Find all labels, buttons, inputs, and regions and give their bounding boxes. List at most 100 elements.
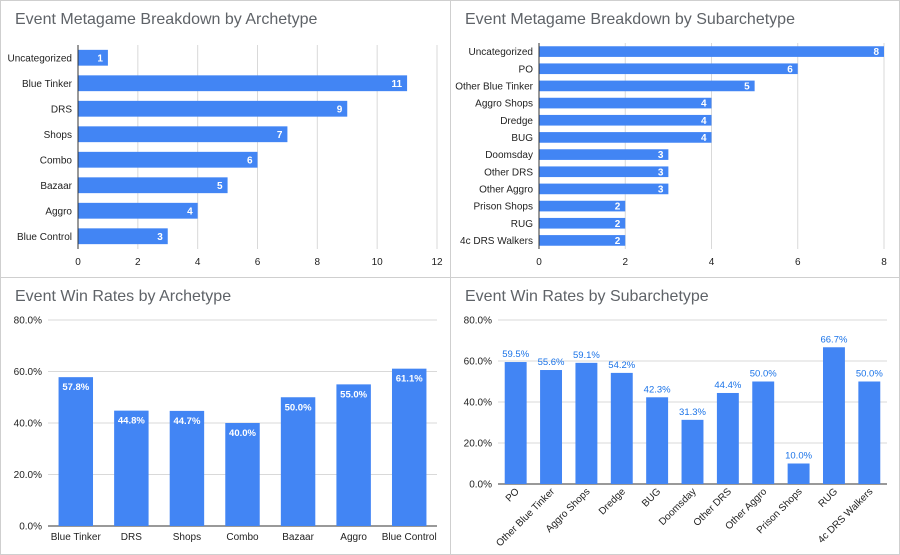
- y-tick-label: Aggro Shops: [475, 99, 533, 110]
- data-label: 57.8%: [62, 382, 89, 393]
- data-label: 3: [658, 184, 664, 195]
- data-label: 5: [744, 81, 750, 92]
- data-label: 42.3%: [644, 384, 671, 395]
- chart-subarchetype-breakdown: 0 2 4 6 8 Uncategorized 8 PO 6 Other Blue Tinker 5…: [455, 43, 887, 268]
- x-tick-label: Blue Control: [382, 532, 437, 543]
- bar: [78, 202, 198, 219]
- data-label: 59.1%: [573, 350, 600, 361]
- y-tick-label: 40.0%: [14, 419, 42, 430]
- y-tick-label: Other DRS: [484, 167, 533, 178]
- y-tick-label: 60.0%: [14, 367, 42, 378]
- data-label: 50.0%: [856, 369, 883, 380]
- bar: [539, 200, 626, 212]
- y-tick-label: Bazaar: [40, 181, 72, 192]
- chart-title: Event Metagame Breakdown by Subarchetype: [465, 11, 795, 28]
- bar: [716, 392, 739, 484]
- chart-title: Event Metagame Breakdown by Archetype: [15, 11, 318, 28]
- y-tick-label: 80.0%: [14, 316, 42, 327]
- y-tick-label: Uncategorized: [8, 53, 72, 64]
- x-tick-label: 12: [431, 257, 443, 268]
- bar: [169, 410, 205, 526]
- data-label: 9: [337, 104, 343, 115]
- data-label: 61.1%: [396, 374, 423, 385]
- data-label: 66.7%: [820, 334, 847, 345]
- data-label: 44.8%: [118, 416, 145, 427]
- y-tick-label: 20.0%: [464, 439, 492, 450]
- y-tick-label: 20.0%: [14, 470, 42, 481]
- bar: [539, 132, 712, 143]
- y-tick-label: Shops: [44, 130, 72, 141]
- data-label: 11: [392, 79, 403, 90]
- data-label: 2: [615, 202, 621, 213]
- data-label: 2: [615, 236, 621, 247]
- bar: [681, 419, 704, 484]
- bar: [752, 381, 775, 484]
- y-tick-label: DRS: [51, 104, 72, 115]
- data-label: 50.0%: [750, 369, 777, 380]
- bar: [78, 126, 288, 143]
- y-tick-label: PO: [519, 64, 534, 75]
- x-tick-label: PO: [504, 486, 522, 504]
- x-tick-label: RUG: [817, 486, 841, 510]
- bar: [575, 362, 598, 484]
- bar: [539, 46, 884, 57]
- bar: [539, 235, 626, 246]
- bar: [539, 97, 712, 109]
- data-label: 55.6%: [538, 357, 565, 368]
- data-label: 55.0%: [340, 389, 367, 400]
- data-label: 40.0%: [229, 428, 256, 439]
- y-tick-label: Blue Tinker: [22, 79, 73, 90]
- chart-title: Event Win Rates by Archetype: [15, 288, 232, 305]
- chart-subarchetype-winrates: 0.0%20.0%40.0%60.0%80.0%59.5%PO55.6%Othe…: [464, 316, 887, 549]
- bar: [78, 75, 408, 92]
- bar: [540, 370, 563, 484]
- chart-panel-subarchetype-breakdown: Event Metagame Breakdown by Subarchetype…: [450, 0, 900, 278]
- data-label: 1: [97, 53, 103, 64]
- data-label: 3: [658, 150, 664, 161]
- y-tick-label: 60.0%: [464, 357, 492, 368]
- x-tick-label: 0: [536, 257, 542, 268]
- bar: [539, 80, 755, 92]
- y-tick-label: 80.0%: [464, 316, 492, 327]
- x-tick-label: 4: [195, 257, 201, 268]
- bar: [646, 397, 669, 484]
- x-tick-label: Shops: [173, 532, 201, 543]
- x-tick-label: 2: [622, 257, 628, 268]
- data-label: 4: [701, 133, 707, 144]
- bar: [610, 372, 633, 484]
- data-label: 44.4%: [714, 380, 741, 391]
- x-tick-label: Bazaar: [282, 532, 314, 543]
- data-label: 7: [277, 130, 283, 141]
- bar: [78, 151, 258, 168]
- x-tick-label: Blue Tinker: [51, 532, 102, 543]
- data-label: 3: [157, 232, 163, 243]
- chart-panel-archetype-winrates: Event Win Rates by Archetype 0.0% 20.0% 40…: [0, 277, 451, 555]
- data-label: 44.7%: [173, 416, 200, 427]
- bar: [225, 423, 260, 526]
- bar: [539, 63, 798, 75]
- x-tick-label: 6: [795, 257, 801, 268]
- y-tick-label: 0.0%: [19, 522, 42, 533]
- bar: [78, 49, 108, 66]
- data-label: 4: [701, 99, 707, 110]
- bar: [78, 228, 168, 245]
- bar: [539, 114, 712, 126]
- x-tick-label: 10: [372, 257, 384, 268]
- x-tick-label: Dredge: [597, 486, 628, 517]
- bar: [280, 397, 316, 526]
- y-tick-label: Blue Control: [17, 232, 72, 243]
- y-tick-label: 4c DRS Walkers: [460, 236, 533, 247]
- data-label: 4: [187, 206, 193, 217]
- chart-archetype-breakdown: 0 2 4 6 8 10 12 Uncategorized 1 Blue Tinker 11 DRS 9…: [8, 45, 443, 268]
- x-tick-label: 0: [75, 257, 81, 268]
- data-label: 6: [787, 64, 793, 75]
- data-label: 50.0%: [285, 402, 312, 413]
- chart-panel-subarchetype-winrates: Event Win Rates by Subarchetype 0.0% 20.0…: [450, 277, 900, 555]
- data-label: 4: [701, 116, 707, 127]
- bar: [78, 100, 348, 117]
- x-tick-label: 8: [881, 257, 887, 268]
- y-tick-label: Doomsday: [485, 150, 533, 161]
- bar: [539, 166, 669, 178]
- bar: [822, 347, 845, 484]
- data-label: 2: [615, 219, 621, 230]
